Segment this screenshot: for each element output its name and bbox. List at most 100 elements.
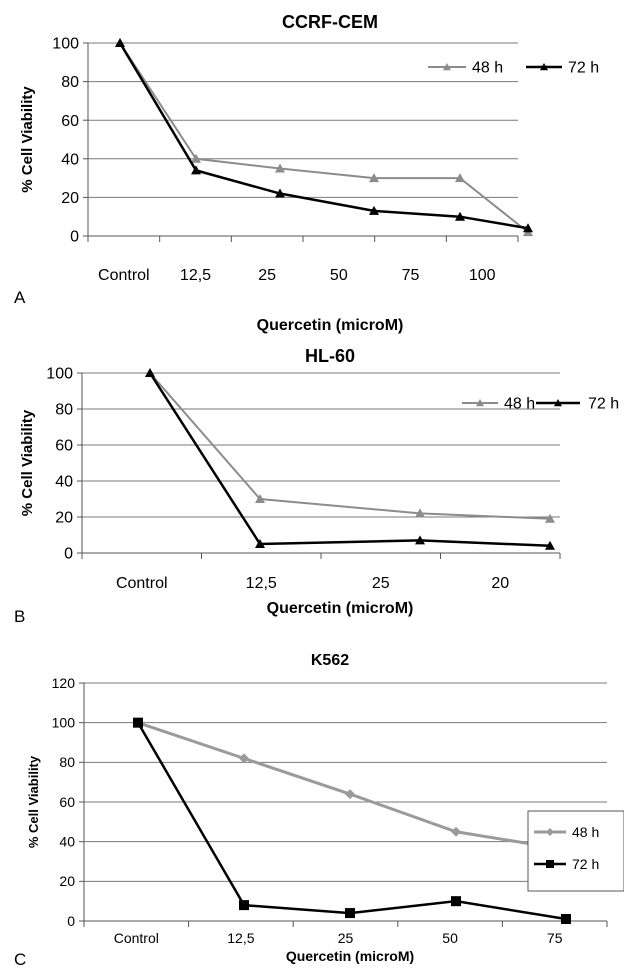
y-tick-label: 20 (61, 190, 79, 207)
y-tick-label: 0 (70, 229, 79, 246)
data-point (145, 368, 155, 377)
y-axis-label: % Cell Viability (19, 86, 36, 193)
y-tick-label: 120 (52, 675, 76, 691)
legend-label: 48 h (472, 60, 503, 77)
legend-marker (476, 399, 484, 407)
y-tick-label: 60 (55, 438, 73, 455)
series-line (119, 42, 529, 233)
x-tick-label: 100 (469, 267, 496, 284)
legend-label: 48 h (504, 396, 535, 413)
data-point (415, 535, 425, 545)
legend-marker (540, 63, 548, 71)
legend: 48 h 72 h (462, 396, 619, 413)
legend: 48 h 72 h (428, 60, 599, 77)
x-tick-label: 25 (258, 267, 276, 284)
data-point (451, 896, 461, 907)
panel-label: B (14, 607, 25, 626)
x-tick-label: 12,5 (246, 575, 277, 592)
legend-marker (554, 399, 562, 407)
y-tick-label: 60 (61, 113, 79, 130)
data-point (239, 753, 249, 764)
legend-marker (443, 63, 451, 71)
y-tick-label: 60 (59, 794, 75, 810)
data-point (275, 188, 285, 198)
panel-label: C (14, 950, 26, 969)
chart-panel-a: 0 20 40 60 80 100 Control 12,5 25 50 75 100 CCRF-CEM… (14, 12, 599, 334)
legend-marker (546, 860, 554, 868)
y-axis-label: % Cell Viability (19, 409, 36, 516)
data-point (545, 540, 555, 550)
x-tick-label: 25 (338, 930, 354, 946)
series-72-h (145, 368, 555, 550)
y-tick-label: 20 (55, 510, 73, 527)
chart-title: CCRF-CEM (282, 12, 378, 32)
legend-box (527, 810, 624, 892)
y-tick-label: 80 (59, 754, 75, 770)
y-tick-label: 80 (61, 74, 79, 91)
data-point (275, 163, 285, 173)
x-tick-label: 25 (372, 575, 390, 592)
x-tick-label: 50 (330, 267, 348, 284)
data-point (255, 494, 265, 503)
data-point (415, 508, 425, 518)
y-tick-label: 100 (52, 36, 79, 53)
x-axis-label: Quercetin (microM) (286, 948, 414, 964)
series-line (137, 721, 567, 852)
y-tick-label: 40 (55, 474, 73, 491)
data-point (191, 153, 201, 163)
y-tick-label: 40 (61, 151, 79, 168)
legend-label: 48 h (572, 824, 599, 840)
data-point (545, 513, 555, 523)
data-point (255, 539, 265, 548)
data-point (455, 211, 465, 221)
x-tick-label: Control (116, 575, 168, 592)
y-tick-label: 100 (52, 715, 76, 731)
data-point (345, 908, 355, 919)
chart-panel-c: 0 20 40 60 80 100 120 Control 12,5 25 50 75 K562 Quer… (14, 652, 624, 969)
data-point (451, 826, 461, 837)
x-axis-label: Quercetin (microM) (257, 317, 404, 334)
y-tick-label: 80 (55, 402, 73, 419)
y-tick-label: 0 (67, 913, 75, 929)
x-tick-label: 50 (442, 930, 458, 946)
y-tick-label: 100 (46, 366, 73, 383)
series-line (149, 372, 551, 520)
series-48-h (115, 38, 533, 237)
series-line (136, 722, 567, 921)
x-tick-label: 75 (547, 930, 563, 946)
series-line (118, 42, 529, 230)
chart-panel-b: 0 20 40 60 80 100 Control 12,5 25 20 HL-60 Querceti… (14, 346, 619, 626)
legend-label: 72 h (572, 856, 599, 872)
data-point (345, 789, 355, 800)
series-72-h (115, 38, 533, 233)
data-point (115, 38, 125, 47)
data-point (191, 165, 201, 175)
x-tick-label: 20 (491, 575, 509, 592)
panel-label: A (14, 288, 26, 307)
data-point (369, 173, 379, 183)
series-48-h (133, 717, 571, 855)
legend: 48 h 72 h (527, 810, 624, 892)
y-axis-label: % Cell Viability (26, 755, 41, 848)
data-point (369, 205, 379, 215)
data-point (133, 717, 143, 728)
data-point (239, 900, 249, 911)
legend-marker (546, 828, 554, 836)
x-tick-label: 12,5 (180, 267, 211, 284)
chart-title: K562 (311, 652, 349, 669)
y-tick-label: 20 (59, 873, 75, 889)
series-72-h (133, 717, 571, 925)
x-axis-label: Quercetin (microM) (267, 600, 414, 617)
legend-label: 72 h (568, 60, 599, 77)
x-tick-label: Control (114, 930, 159, 946)
y-tick-label: 40 (59, 834, 75, 850)
x-tick-label: 12,5 (227, 930, 254, 946)
series-line (148, 372, 551, 548)
x-tick-label: Control (98, 267, 150, 284)
chart-title: HL-60 (305, 346, 355, 366)
legend-label: 72 h (588, 396, 619, 413)
data-point (523, 223, 533, 233)
data-point (455, 173, 465, 183)
y-tick-label: 0 (64, 546, 73, 563)
